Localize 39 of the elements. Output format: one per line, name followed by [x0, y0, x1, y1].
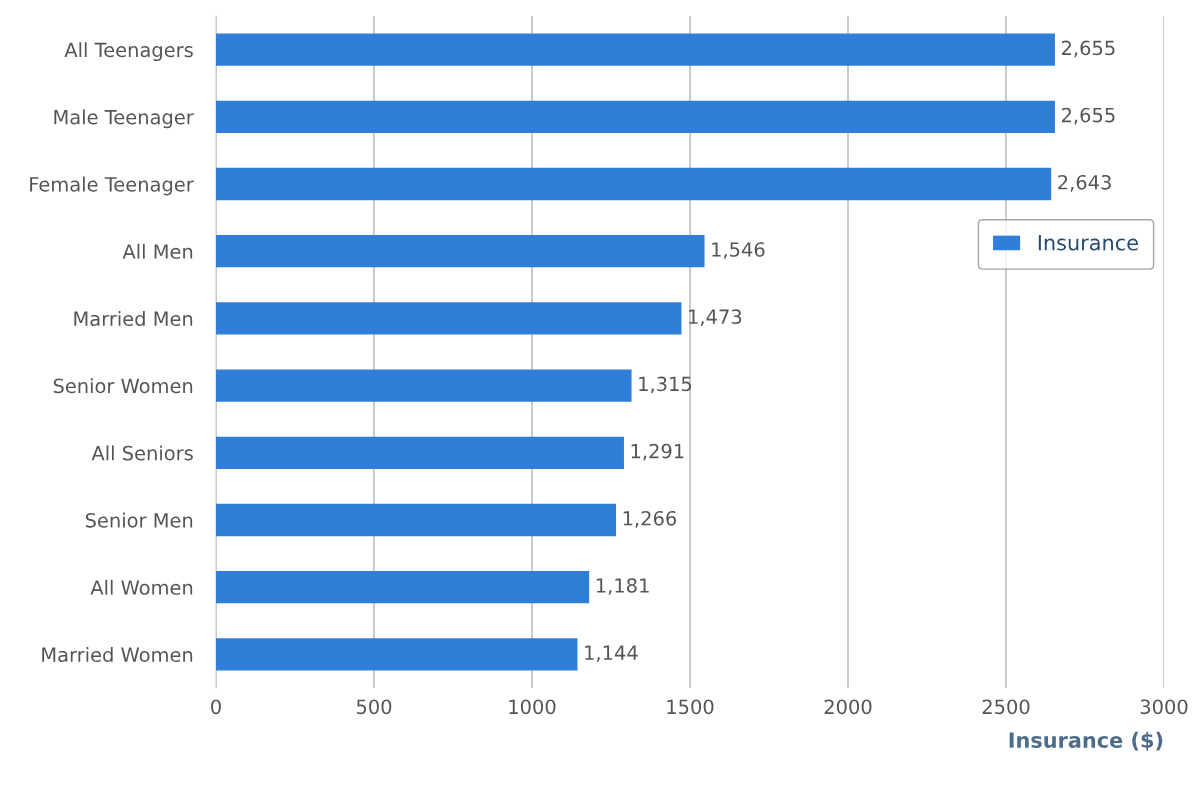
data-label: 1,266: [623, 510, 677, 528]
y-tick-label: Married Women: [42, 647, 193, 663]
x-tick-label: 0: [211, 699, 221, 715]
bar: [216, 33, 1055, 66]
data-label: 1,315: [639, 376, 692, 394]
bar: [216, 302, 682, 335]
data-label: 1,181: [596, 578, 649, 595]
x-tick-label: 2000: [824, 699, 872, 715]
y-tick-label: Senior Men: [85, 512, 193, 528]
bar: [216, 167, 1052, 201]
y-tick-label: All Women: [90, 579, 193, 595]
bar: [216, 571, 590, 604]
data-label: 2,655: [1061, 107, 1115, 125]
y-tick-label: All Teenagers: [64, 42, 193, 62]
bar: [216, 369, 632, 402]
y-tick-label: Female Teenager: [30, 176, 194, 196]
x-tick-label: 1500: [667, 699, 714, 715]
y-tick-label: All Men: [122, 243, 193, 259]
legend-label: Insurance: [1038, 235, 1138, 251]
x-tick-label: 500: [356, 699, 392, 715]
y-tick-label: All Seniors: [91, 445, 193, 461]
bar: [216, 638, 578, 671]
bar: [216, 436, 624, 469]
data-label: 2,643: [1058, 174, 1111, 192]
data-label: 1,144: [585, 645, 638, 663]
y-tick-label: Male Teenager: [54, 109, 194, 129]
data-label: 2,655: [1061, 40, 1115, 58]
y-tick-label: Senior Women: [53, 378, 193, 394]
data-label: 1,546: [712, 242, 765, 259]
data-label: 1,473: [689, 309, 742, 327]
data-label: 1,291: [631, 443, 684, 461]
bar: [216, 503, 617, 537]
bar: [216, 100, 1055, 133]
y-tick-label: Married Men: [74, 311, 193, 327]
x-tick-label: 1000: [509, 699, 556, 715]
x-axis-title: Insurance ($): [1009, 731, 1163, 751]
x-tick-label: 2500: [982, 699, 1030, 715]
bar: [216, 235, 705, 268]
x-tick-label: 3000: [1140, 699, 1188, 715]
